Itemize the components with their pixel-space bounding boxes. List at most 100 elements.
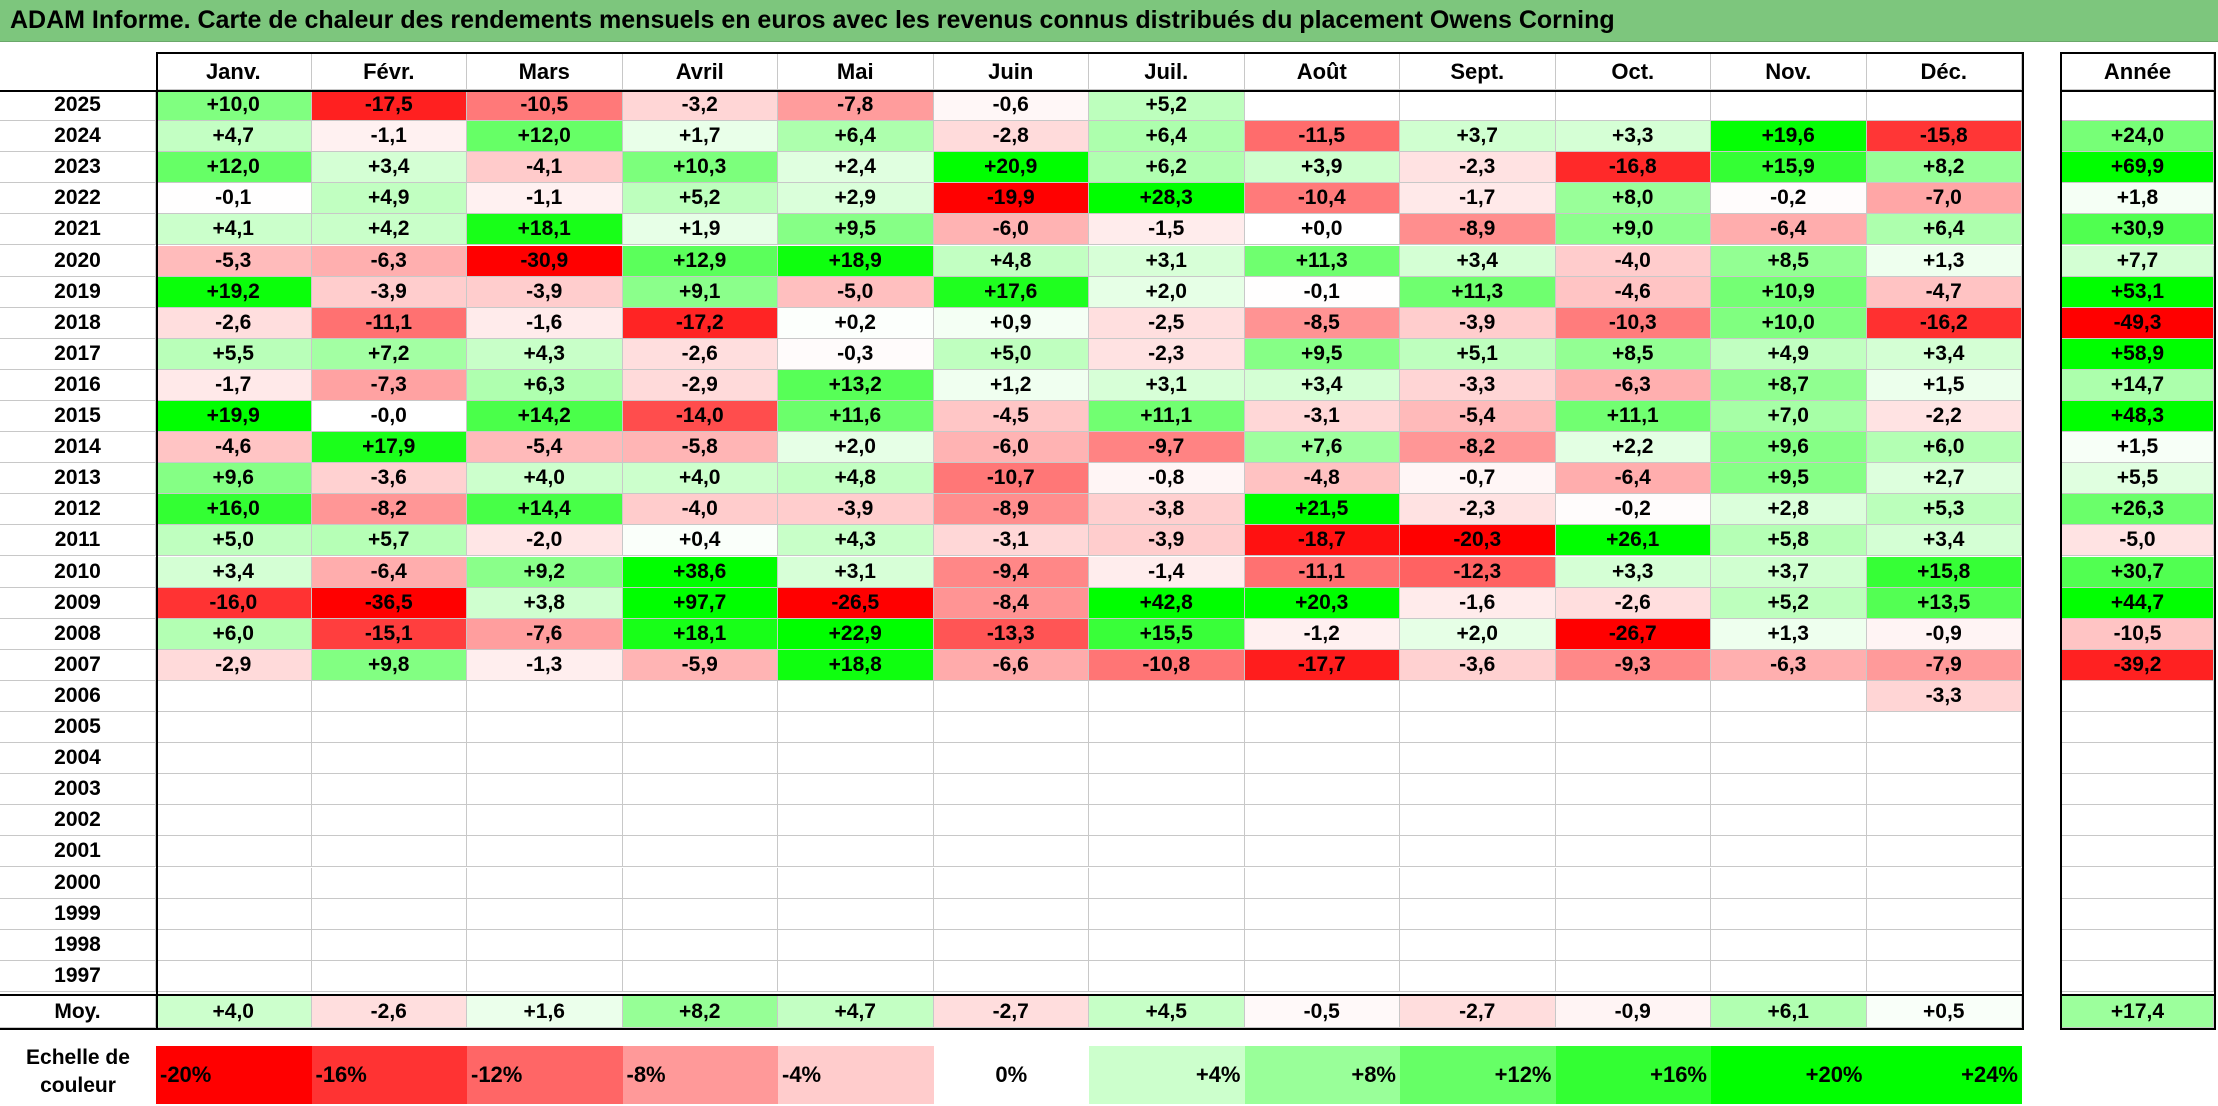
- annual-cell: [2062, 929, 2214, 961]
- heatmap-cell: [1400, 743, 1556, 775]
- heatmap-cell: [311, 712, 467, 744]
- heatmap-cell: +5,1: [1400, 338, 1556, 370]
- heatmap-cell: -6,6: [933, 649, 1089, 681]
- heatmap-cell: +5,8: [1711, 525, 1867, 557]
- heatmap-cell: +3,1: [1089, 245, 1245, 277]
- heatmap-cell: +9,0: [1555, 214, 1711, 246]
- heatmap-cell: -14,0: [622, 401, 778, 433]
- heatmap-cell: -2,5: [1089, 307, 1245, 339]
- heatmap-cell: [933, 867, 1089, 899]
- column-header: Mai: [778, 54, 934, 90]
- heatmap-cell: +1,3: [1711, 618, 1867, 650]
- heatmap-cell: +6,0: [1866, 432, 2022, 464]
- heatmap-cell: -1,2: [1244, 618, 1400, 650]
- heatmap-cell: +4,9: [311, 183, 467, 215]
- heatmap-cell: +6,0: [156, 618, 312, 650]
- average-cell: -2,7: [1400, 996, 1556, 1028]
- heatmap-cell: [1089, 680, 1245, 712]
- heatmap-cell: -6,4: [1555, 463, 1711, 495]
- heatmap-cell: -8,5: [1244, 307, 1400, 339]
- heatmap-cell: [467, 774, 623, 806]
- heatmap-cell: [1866, 90, 2022, 122]
- color-scale-stop: +20%: [1711, 1046, 1867, 1104]
- color-scale-stop: -16%: [311, 1046, 467, 1104]
- heatmap-cell: [1866, 836, 2022, 868]
- heatmap-cell: +2,7: [1866, 463, 2022, 495]
- heatmap-cell: +4,0: [622, 463, 778, 495]
- row-year-label: 2012: [0, 494, 156, 526]
- heatmap-cell: +11,1: [1555, 401, 1711, 433]
- row-year-label: 2009: [0, 587, 156, 619]
- heatmap-cell: +2,0: [1089, 276, 1245, 308]
- heatmap-cell: +15,5: [1089, 618, 1245, 650]
- heatmap-cell: +3,1: [1089, 369, 1245, 401]
- heatmap-cell: +6,4: [778, 121, 934, 153]
- heatmap-cell: -3,9: [778, 494, 934, 526]
- heatmap-cell: +17,6: [933, 276, 1089, 308]
- annual-cell: [2062, 774, 2214, 806]
- heatmap-cell: [1866, 898, 2022, 930]
- heatmap-cell: -11,1: [1244, 556, 1400, 588]
- column-header: Févr.: [311, 54, 467, 90]
- heatmap-cell: [1089, 960, 1245, 992]
- heatmap-cell: -2,3: [1089, 338, 1245, 370]
- heatmap-cell: [1400, 836, 1556, 868]
- heatmap-cell: +10,9: [1711, 276, 1867, 308]
- heatmap-cell: [1089, 867, 1245, 899]
- annual-cell: [2062, 867, 2214, 899]
- heatmap-cell: +19,9: [156, 401, 312, 433]
- heatmap-cell: [156, 929, 312, 961]
- heatmap-cell: [622, 929, 778, 961]
- average-cell: -2,7: [933, 996, 1089, 1028]
- heatmap-cell: [1244, 774, 1400, 806]
- column-header: Oct.: [1555, 54, 1711, 90]
- heatmap-cell: +11,1: [1089, 401, 1245, 433]
- heatmap-cell: [778, 960, 934, 992]
- heatmap-cell: -2,2: [1866, 401, 2022, 433]
- heatmap-cell: +10,0: [1711, 307, 1867, 339]
- heatmap-cell: -5,4: [467, 432, 623, 464]
- annual-cell: -39,2: [2062, 649, 2214, 681]
- heatmap-cell: [933, 680, 1089, 712]
- row-year-label: 2005: [0, 712, 156, 744]
- heatmap-cell: [933, 774, 1089, 806]
- heatmap-cell: +4,0: [467, 463, 623, 495]
- heatmap-cell: [467, 929, 623, 961]
- heatmap-cell: +12,0: [156, 152, 312, 184]
- average-annual-cell: +17,4: [2062, 996, 2214, 1028]
- heatmap-cell: +12,0: [467, 121, 623, 153]
- row-year-label: 2014: [0, 432, 156, 464]
- heatmap-cell: [1400, 805, 1556, 837]
- row-year-label: 1999: [0, 898, 156, 930]
- color-scale-label: Echelle de couleur: [0, 1044, 156, 1106]
- color-scale-label-line2: couleur: [40, 1074, 116, 1097]
- heatmap-cell: -10,7: [933, 463, 1089, 495]
- annual-column-header: Année: [2062, 54, 2214, 90]
- heatmap-cell: -0,7: [1400, 463, 1556, 495]
- column-header: Avril: [622, 54, 778, 90]
- heatmap-cell: -0,6: [933, 90, 1089, 122]
- average-separator-annual: [2062, 994, 2214, 996]
- heatmap-cell: -36,5: [311, 587, 467, 619]
- heatmap-cell: [1711, 90, 1867, 122]
- heatmap-cell: [156, 836, 312, 868]
- heatmap-cell: [1866, 805, 2022, 837]
- heatmap-cell: [1711, 805, 1867, 837]
- heatmap-cell: -0,9: [1866, 618, 2022, 650]
- annual-cell: +48,3: [2062, 401, 2214, 433]
- column-header: Déc.: [1866, 54, 2022, 90]
- heatmap-cell: [622, 867, 778, 899]
- heatmap-cell: [311, 960, 467, 992]
- heatmap-cell: -2,9: [156, 649, 312, 681]
- annual-cell: [2062, 960, 2214, 992]
- heatmap-cell: [311, 929, 467, 961]
- heatmap-cell: [1244, 712, 1400, 744]
- heatmap-cell: -6,4: [311, 556, 467, 588]
- annual-cell: +24,0: [2062, 121, 2214, 153]
- heatmap-cell: [1089, 743, 1245, 775]
- heatmap-cell: -6,3: [311, 245, 467, 277]
- heatmap-cell: +9,2: [467, 556, 623, 588]
- heatmap-cell: [1244, 743, 1400, 775]
- heatmap-cell: +16,0: [156, 494, 312, 526]
- heatmap-cell: [1866, 712, 2022, 744]
